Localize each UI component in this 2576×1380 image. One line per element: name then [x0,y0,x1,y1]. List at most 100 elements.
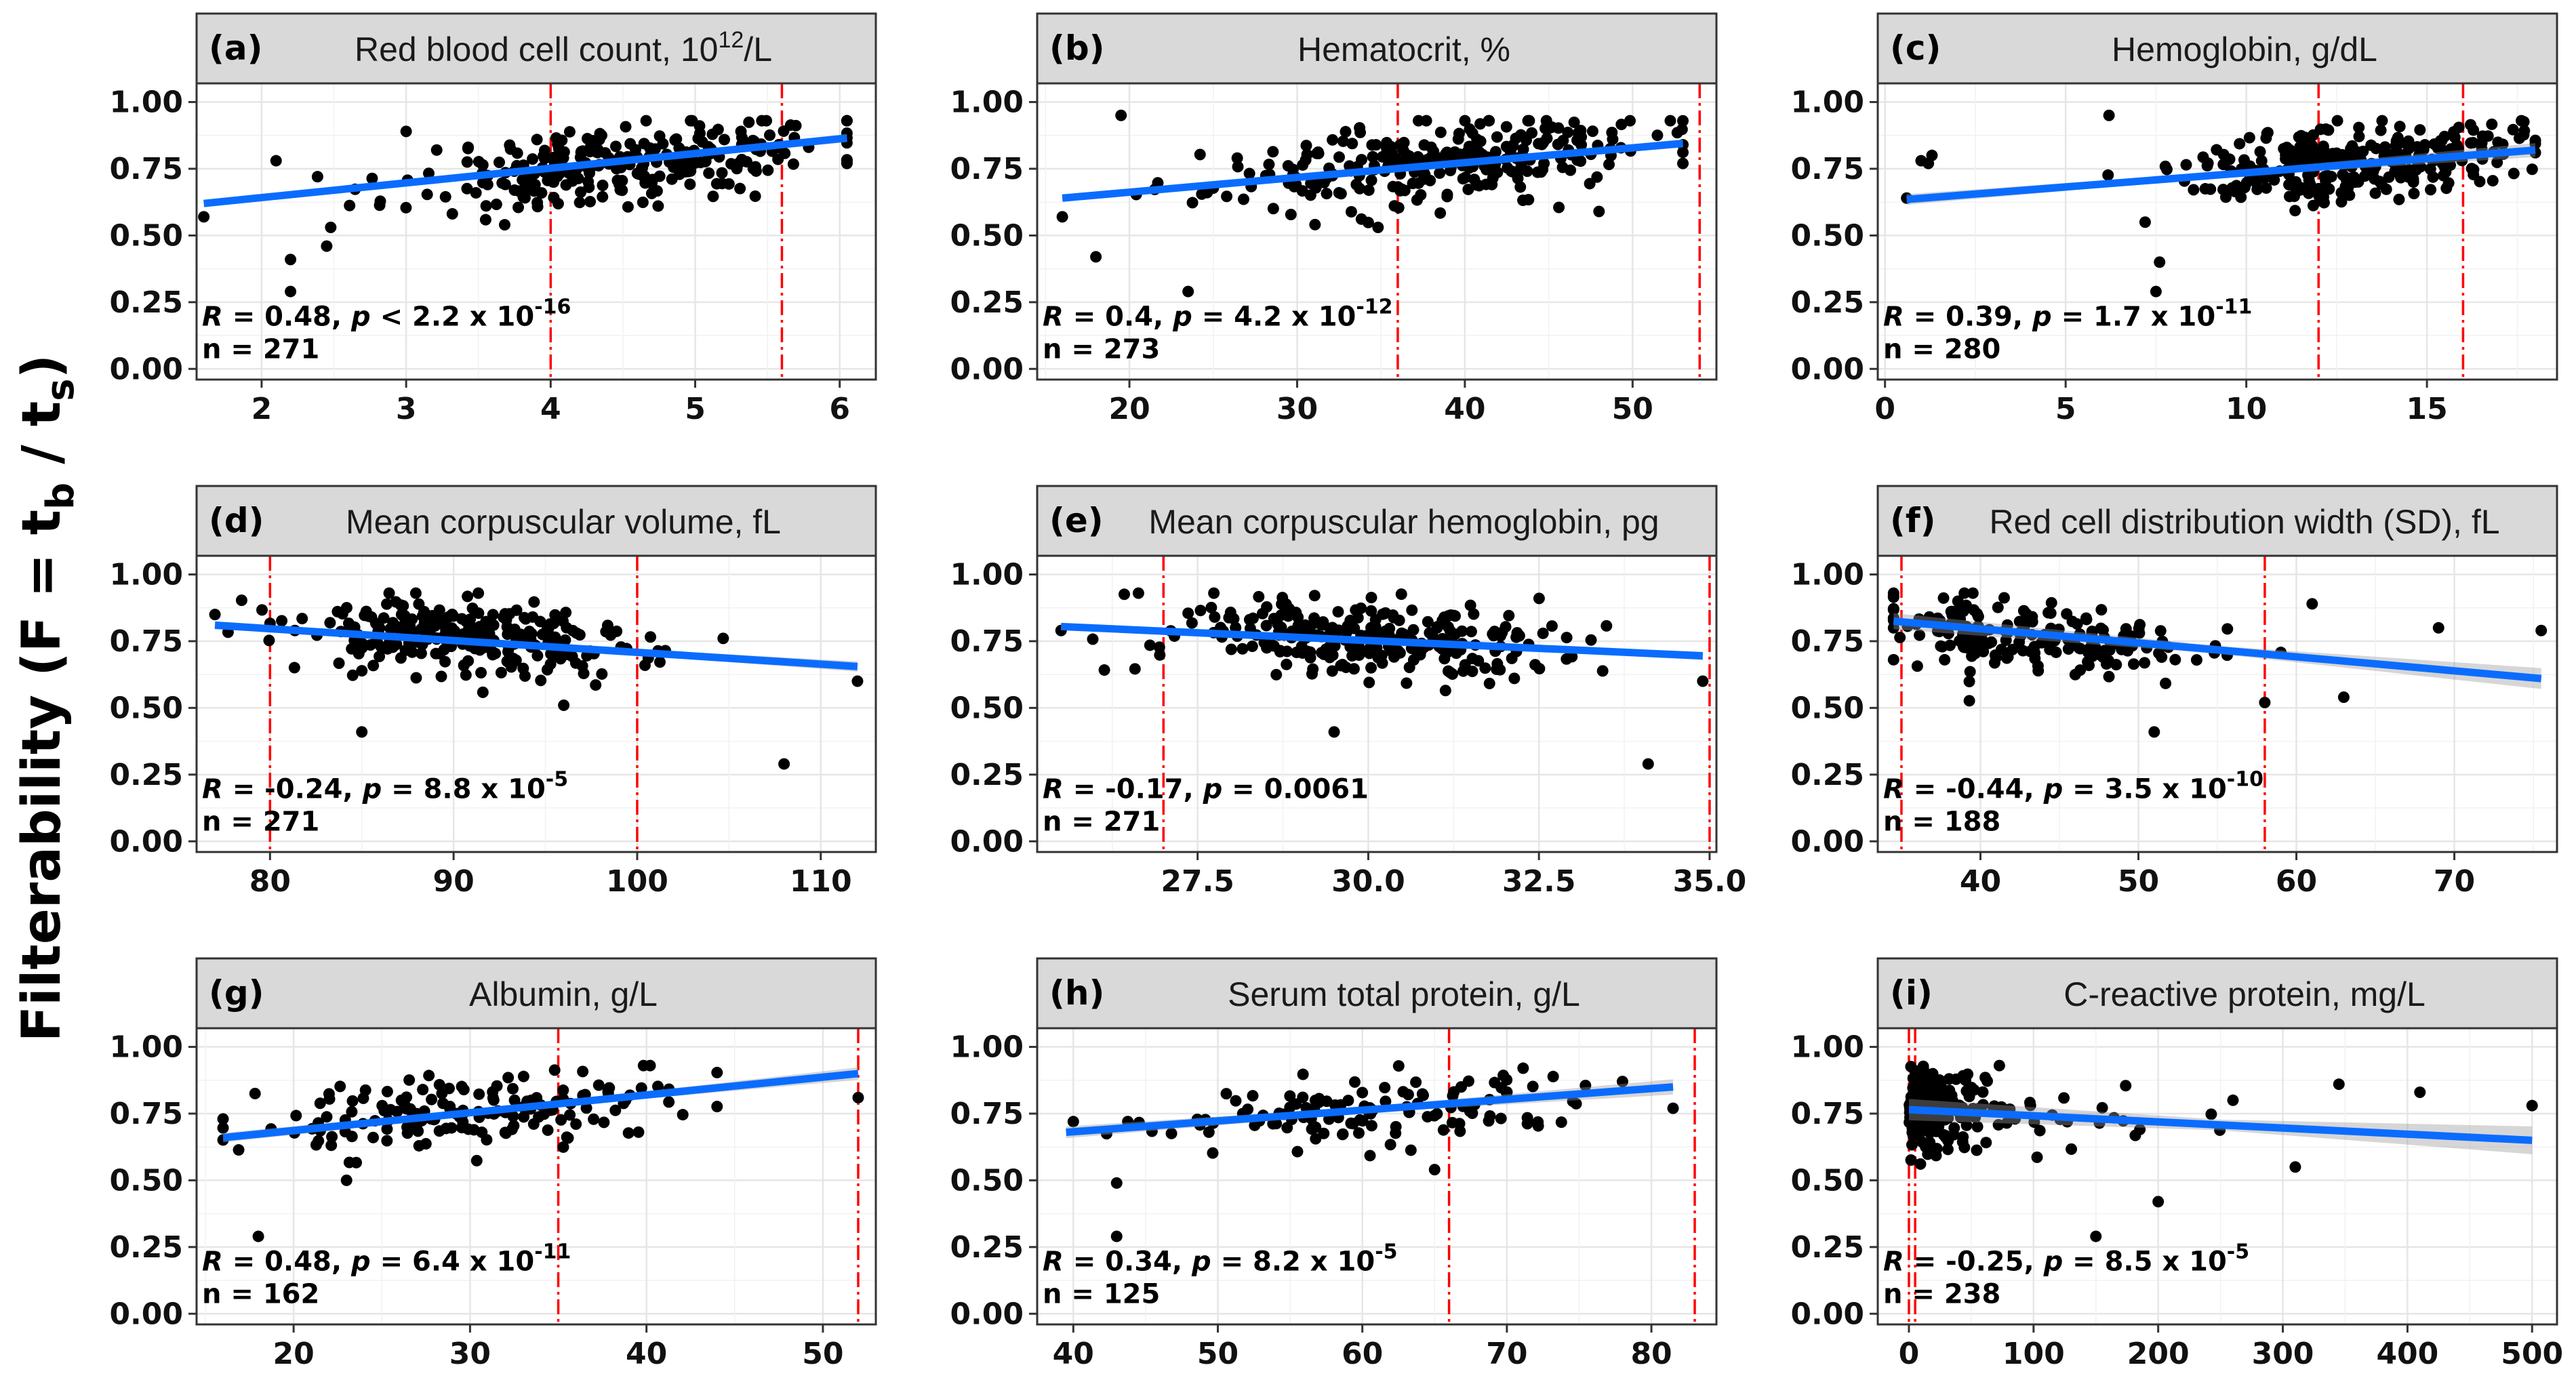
data-point [2087,650,2099,662]
data-point [2440,166,2452,178]
data-point [1942,628,1954,640]
data-point [531,197,544,209]
data-point [1236,643,1249,655]
stat-r: R [202,302,223,333]
data-point [772,153,784,165]
data-point [1596,665,1609,677]
data-point [1067,1116,1079,1128]
data-point [1931,1143,1943,1155]
panel-tag: (e) [1049,501,1104,540]
data-point [2464,119,2476,131]
data-point [2369,187,2381,199]
data-point [2322,124,2335,136]
data-point [458,659,470,671]
regression-line [214,621,858,670]
data-point [2071,618,2083,630]
data-point [1537,163,1549,176]
data-point [778,758,790,770]
panel-tag: (g) [209,973,264,1013]
data-point [1651,129,1664,142]
data-point [1253,590,1265,603]
data-point [1270,668,1283,681]
data-point [422,167,435,180]
data-point [1118,588,1130,601]
data-point [693,127,706,140]
data-point [1246,640,1258,652]
y-tick-label: 0.50 [109,691,183,725]
stat-r-value: = 0.48, [223,1246,351,1278]
data-point [479,214,491,226]
data-point [1944,639,1956,651]
data-point [1557,134,1569,146]
y-tick-label: 0.50 [950,691,1024,725]
data-point [504,608,516,620]
data-point [2120,1080,2132,1092]
data-point [2160,677,2172,689]
data-point [1337,135,1349,147]
data-point [508,1094,521,1106]
data-point [2045,607,2057,620]
data-point [529,178,541,190]
x-tick-label: 60 [1342,1337,1383,1371]
data-point [663,1096,675,1108]
data-point [446,622,458,634]
data-point [536,187,548,199]
data-point [256,604,268,616]
data-point [1309,218,1321,230]
data-point [538,150,550,162]
data-point [841,157,853,169]
data-point [511,147,523,159]
data-point [1333,151,1346,163]
data-point [1406,604,1418,616]
data-point [1186,197,1199,209]
data-point [439,190,451,203]
panel-header [195,485,877,557]
data-point [2414,124,2426,136]
data-point [1056,211,1068,223]
data-point [1500,621,1512,633]
data-point [1532,1116,1544,1128]
data-point [2487,175,2499,187]
data-point [209,609,221,621]
data-point [1935,1076,1948,1088]
data-point [635,1082,647,1094]
data-point [1963,675,1975,687]
data-point [1887,591,1899,603]
data-point [1593,205,1605,218]
panel-title: Mean corpuscular hemoglobin, pg [1148,503,1659,541]
data-point [1464,599,1476,611]
data-point [588,1113,600,1125]
data-point [2032,659,2044,672]
data-point [1924,1093,1936,1105]
data-point [2080,612,2092,624]
data-point [1998,592,2010,604]
data-point [2251,183,2263,195]
data-point [1291,1145,1304,1158]
data-point [384,1103,397,1116]
x-tick-label: 40 [626,1337,667,1371]
y-tick-label: 0.50 [109,218,183,253]
data-point [596,668,608,680]
data-point [1307,663,1319,675]
data-point [1237,193,1249,205]
data-point [1529,659,1542,671]
y-tick-label: 0.75 [109,624,183,659]
data-point [622,1127,635,1139]
data-point [1354,122,1366,134]
y-tick-label: 0.00 [109,1297,183,1331]
data-point [562,1132,574,1144]
data-point [1494,630,1506,642]
panel-tag: (c) [1890,28,1941,68]
y-tick-label: 1.00 [1790,85,1864,120]
data-point [1356,1087,1369,1099]
data-point [2044,643,2056,655]
data-point [1272,618,1284,630]
data-point [1616,1076,1628,1088]
data-point [1601,620,1613,632]
data-point [1607,134,1619,146]
data-point [580,1102,592,1114]
panel-title-text: Hemoglobin, g/dL [2112,31,2377,68]
data-point [357,1092,369,1104]
data-point [2153,647,2165,659]
